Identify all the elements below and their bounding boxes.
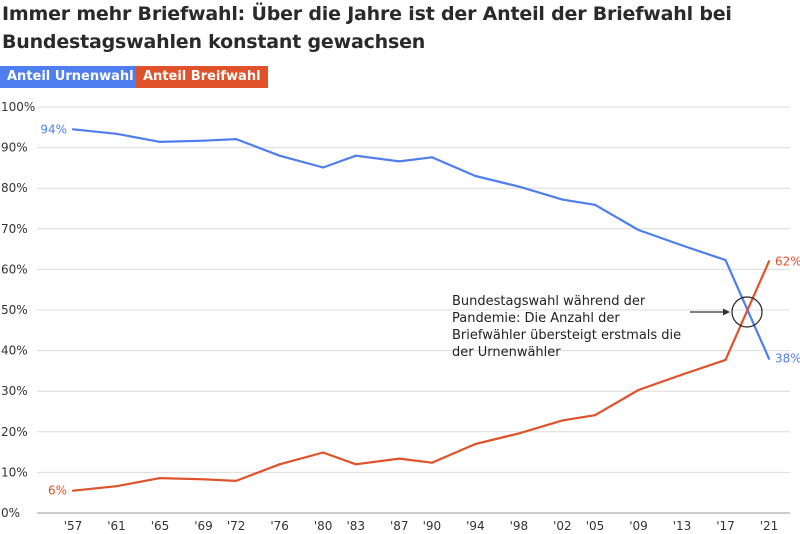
x-tick-label: '21 <box>760 519 779 533</box>
data-point <box>115 485 118 488</box>
data-point <box>767 260 771 263</box>
y-tick-label: 70% <box>1 222 28 236</box>
data-point <box>724 358 727 362</box>
data-point <box>235 479 238 483</box>
data-point <box>354 154 357 157</box>
x-tick-label: '65 <box>151 519 170 533</box>
data-point <box>115 132 118 135</box>
y-tick-label: 80% <box>1 181 28 195</box>
data-point <box>71 489 75 492</box>
x-tick-label: '80 <box>314 519 333 533</box>
series-start-label: 6% <box>48 484 67 498</box>
x-tick-label: '57 <box>64 519 83 533</box>
legend-item-urnenwahl: Anteil Urnenwahl <box>0 66 141 88</box>
annotation-arrowhead <box>723 308 730 316</box>
annotation-text: Pandemie: Die Anzahl der <box>452 311 620 326</box>
data-point <box>202 139 205 142</box>
series-start-label: 94% <box>40 122 67 136</box>
data-point <box>430 156 433 159</box>
x-tick-label: '69 <box>194 519 213 533</box>
y-tick-label: 10% <box>1 465 28 479</box>
series-line-urnenwahl <box>72 128 771 360</box>
y-tick-label: 90% <box>1 141 28 155</box>
x-tick-label: '09 <box>629 519 648 533</box>
y-tick-label: 20% <box>1 425 28 439</box>
data-point <box>202 478 205 481</box>
y-tick-label: 0% <box>1 506 20 520</box>
y-tick-label: 40% <box>1 344 28 358</box>
y-tick-label: 100% <box>1 100 35 114</box>
annotation-text: der Urnenwähler <box>452 345 561 360</box>
data-point <box>322 166 325 169</box>
data-point <box>398 457 401 460</box>
x-tick-label: '61 <box>107 519 126 533</box>
legend-item-briefwahl: Anteil Breifwahl <box>136 66 268 88</box>
chart-title-line-2: Bundestagswahlen konstant gewachsen <box>2 31 426 53</box>
annotation-text: Bundestagswahl während der <box>452 294 646 309</box>
x-tick-label: '02 <box>553 519 572 533</box>
series-end-label: 38% <box>775 352 800 366</box>
data-point <box>278 154 281 157</box>
data-point <box>278 463 281 466</box>
data-point <box>724 258 727 262</box>
data-point <box>561 198 564 201</box>
data-point <box>593 414 597 417</box>
x-tick-label: '05 <box>586 519 605 533</box>
data-point <box>593 203 597 206</box>
data-point <box>235 137 238 141</box>
data-point <box>398 160 401 163</box>
x-tick-label: '87 <box>390 519 409 533</box>
x-tick-label: '13 <box>673 519 692 533</box>
x-tick-label: '76 <box>270 519 289 533</box>
data-point <box>474 174 477 178</box>
data-point <box>680 244 684 247</box>
x-tick-label: '90 <box>423 519 442 533</box>
chart-title: Immer mehr Briefwahl: Über die Jahre ist… <box>2 0 782 56</box>
x-tick-label: '17 <box>716 519 735 533</box>
data-point <box>637 388 640 392</box>
data-point <box>322 451 325 454</box>
data-point <box>637 228 640 232</box>
data-point <box>430 461 433 464</box>
y-tick-label: 50% <box>1 303 28 317</box>
data-point <box>158 476 162 480</box>
data-point <box>474 442 477 446</box>
data-point <box>71 128 75 131</box>
data-point <box>517 185 520 188</box>
data-point <box>680 373 684 376</box>
x-tick-label: '94 <box>466 519 485 533</box>
crossover-circle <box>731 296 763 328</box>
data-point <box>158 140 162 144</box>
data-point <box>561 419 564 422</box>
x-tick-label: '72 <box>227 519 246 533</box>
y-tick-label: 60% <box>1 262 28 276</box>
series-line-briefwahl <box>72 260 771 492</box>
chart-title-line-1: Immer mehr Briefwahl: Über die Jahre ist… <box>2 3 732 25</box>
data-point <box>354 463 357 466</box>
series-end-label: 62% <box>775 254 800 268</box>
data-point <box>517 432 520 435</box>
x-tick-label: '83 <box>346 519 365 533</box>
x-tick-label: '98 <box>510 519 529 533</box>
y-tick-label: 30% <box>1 384 28 398</box>
data-point <box>767 357 771 360</box>
annotation-text: Briefwähler übersteigt erstmals die <box>452 328 681 343</box>
